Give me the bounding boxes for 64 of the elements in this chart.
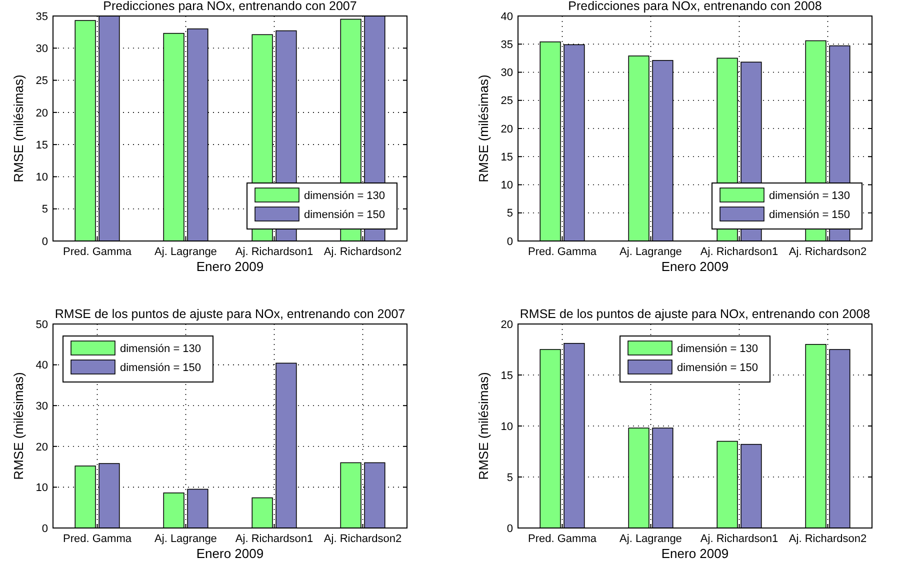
legend-label: dimensión = 150 bbox=[304, 209, 386, 221]
y-axis-title: RMSE (milésimas) bbox=[11, 74, 26, 182]
y-tick-label: 10 bbox=[500, 180, 513, 192]
legend-label: dimensión = 130 bbox=[120, 343, 202, 355]
y-axis-title: RMSE (milésimas) bbox=[11, 372, 26, 480]
legend-label: dimensión = 130 bbox=[769, 190, 850, 202]
y-tick-label: 0 bbox=[42, 522, 48, 535]
y-tick-label: 10 bbox=[36, 172, 48, 184]
y-tick-label: 30 bbox=[36, 42, 48, 55]
x-tick-label: Aj. Richardson1 bbox=[235, 533, 314, 545]
y-tick-label: 25 bbox=[500, 95, 513, 108]
x-tick-label: Pred. Gamma bbox=[63, 246, 132, 258]
x-tick-label: Aj. Lagrange bbox=[154, 533, 217, 545]
legend-label: dimensión = 150 bbox=[120, 362, 202, 374]
y-tick-label: 30 bbox=[36, 400, 48, 412]
chart-title: RMSE de los puntos de ajuste para NOx, entrenando con 2007 bbox=[54, 307, 406, 321]
y-tick-label: 20 bbox=[36, 107, 48, 120]
y-tick-label: 30 bbox=[500, 67, 513, 80]
y-tick-label: 0 bbox=[506, 522, 513, 535]
x-tick-label: Aj. Richardson2 bbox=[788, 533, 867, 545]
legend-label: dimensión = 130 bbox=[304, 190, 386, 202]
x-tick-label: Aj. Richardson2 bbox=[788, 246, 867, 258]
x-axis-title: Enero 2009 bbox=[661, 259, 729, 274]
y-tick-label: 15 bbox=[36, 139, 48, 152]
y-tick-label: 35 bbox=[36, 10, 48, 23]
x-axis-title: Enero 2009 bbox=[661, 546, 729, 561]
y-tick-label: 10 bbox=[500, 420, 513, 433]
x-tick-label: Aj. Lagrange bbox=[620, 533, 682, 545]
y-tick-label: 35 bbox=[500, 38, 513, 51]
x-tick-label: Aj. Richardson1 bbox=[700, 246, 778, 258]
y-tick-label: 50 bbox=[36, 318, 48, 331]
x-tick-label: Pred. Gamma bbox=[528, 246, 598, 258]
x-tick-label: Pred. Gamma bbox=[528, 533, 598, 545]
y-axis-title: RMSE (milésimas) bbox=[476, 74, 491, 182]
x-tick-label: Aj. Lagrange bbox=[154, 246, 217, 258]
x-axis-title: Enero 2009 bbox=[196, 546, 264, 561]
y-tick-label: 5 bbox=[506, 208, 513, 220]
y-tick-label: 40 bbox=[500, 10, 513, 23]
x-tick-label: Aj. Richardson2 bbox=[324, 246, 402, 258]
x-tick-label: Aj. Richardson2 bbox=[324, 533, 402, 545]
y-axis-title: RMSE (milésimas) bbox=[476, 372, 491, 480]
x-tick-label: Pred. Gamma bbox=[63, 533, 132, 545]
y-tick-label: 0 bbox=[42, 236, 48, 248]
y-tick-label: 20 bbox=[500, 123, 513, 136]
y-tick-label: 5 bbox=[506, 472, 513, 484]
x-tick-label: Aj. Lagrange bbox=[620, 246, 682, 258]
y-tick-label: 40 bbox=[36, 360, 48, 372]
chart-title: Predicciones para NOx, entrenando con 2008 bbox=[568, 0, 822, 13]
legend-label: dimensión = 130 bbox=[677, 343, 758, 355]
y-tick-label: 10 bbox=[36, 482, 48, 494]
y-tick-label: 20 bbox=[36, 441, 48, 454]
chart-title: Predicciones para NOx, entrenando con 2007 bbox=[103, 0, 357, 13]
x-tick-label: Aj. Richardson1 bbox=[235, 246, 314, 258]
y-tick-label: 5 bbox=[42, 204, 48, 216]
y-tick-label: 15 bbox=[500, 370, 513, 382]
y-tick-label: 0 bbox=[506, 236, 513, 248]
y-tick-label: 20 bbox=[500, 318, 513, 331]
y-tick-label: 25 bbox=[36, 75, 48, 88]
x-axis-title: Enero 2009 bbox=[196, 259, 264, 274]
chart-title: RMSE de los puntos de ajuste para NOx, entrenando con 2008 bbox=[520, 307, 870, 321]
x-tick-label: Aj. Richardson1 bbox=[700, 533, 778, 545]
legend-label: dimensión = 150 bbox=[769, 209, 850, 221]
y-tick-label: 15 bbox=[500, 151, 513, 164]
legend-label: dimensión = 150 bbox=[677, 362, 758, 374]
